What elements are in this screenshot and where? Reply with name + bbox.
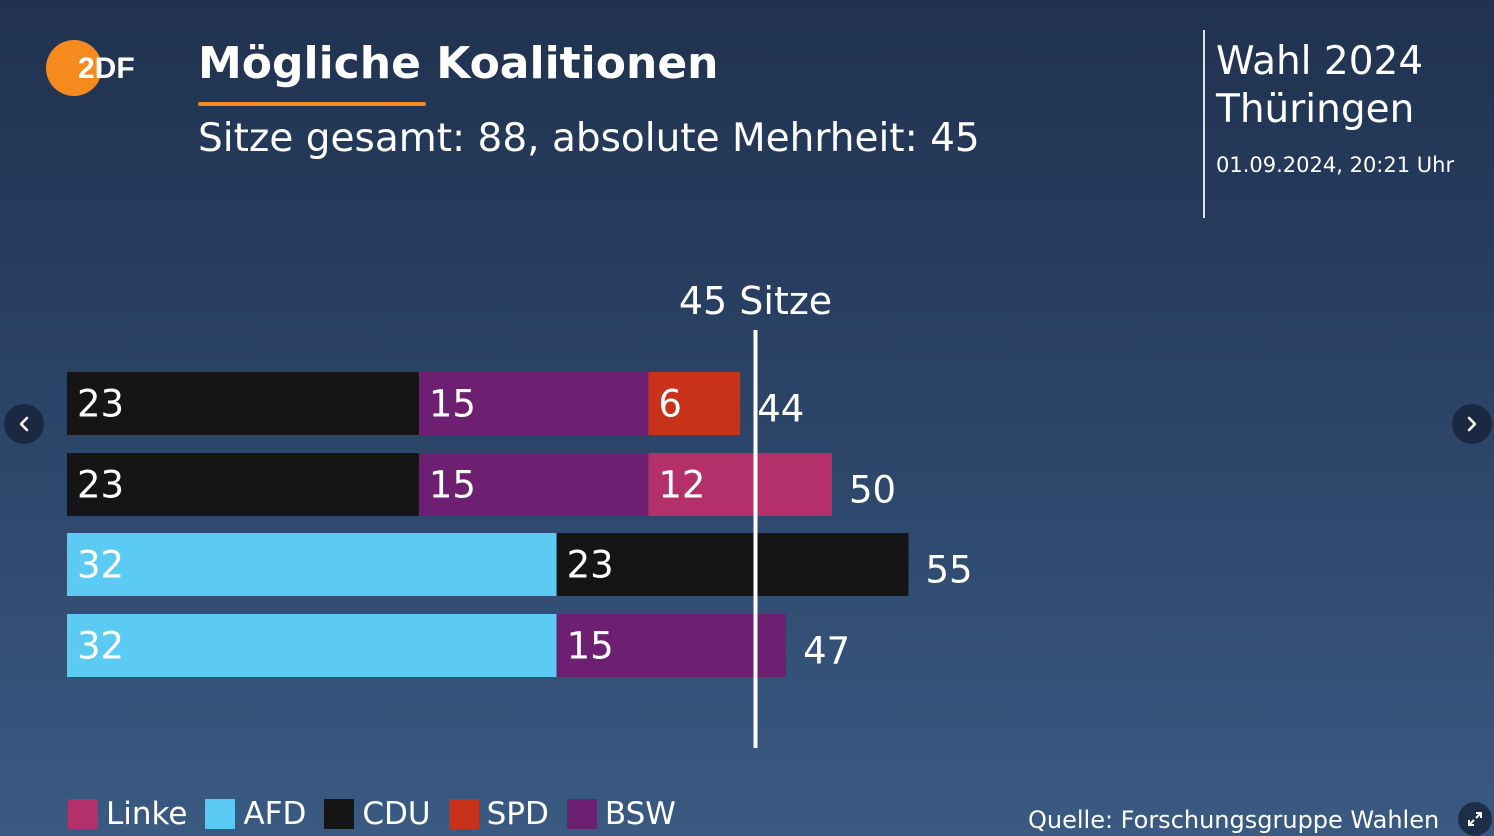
- segment-value-label: 32: [77, 544, 124, 587]
- bar-segment-afd: [67, 533, 557, 596]
- bar-total-label: 44: [757, 388, 804, 431]
- segment-value-label: 32: [77, 625, 124, 668]
- next-slide-button[interactable]: [1452, 404, 1492, 444]
- coalition-bar: 23 15 6 44: [67, 372, 804, 435]
- coalition-bar: 23 15 12 50: [67, 453, 896, 516]
- bar-total-label: 55: [926, 549, 973, 592]
- legend-item-linke: Linke: [68, 796, 187, 832]
- bar-segment-afd: [67, 614, 557, 677]
- bar-segment-spd: [648, 372, 741, 435]
- page-title: Mögliche Koalitionen: [198, 38, 719, 89]
- legend-swatch: [68, 799, 98, 829]
- legend-label: AFD: [243, 796, 307, 832]
- election-name: Wahl 2024: [1216, 39, 1424, 84]
- chart-legend: Linke AFD CDU SPD BSW: [68, 794, 694, 834]
- legend-item-cdu: CDU: [324, 796, 431, 832]
- majority-line-layer: 45 Sitze: [679, 279, 832, 748]
- title-underline: [198, 102, 426, 106]
- bar-segment-linke: [648, 453, 832, 516]
- header-divider: [1203, 30, 1205, 218]
- legend-label: CDU: [362, 796, 431, 832]
- bars-layer: 23 15 6 44 23 15 12 50 32 23 55 32 15 47: [67, 372, 973, 677]
- majority-line-label: 45 Sitze: [679, 279, 832, 323]
- bar-segment-cdu: [67, 372, 419, 435]
- segment-value-label: 23: [77, 464, 124, 507]
- legend-item-bsw: BSW: [566, 796, 676, 832]
- segment-value-label: 15: [429, 464, 476, 507]
- coalition-bar: 32 15 47: [67, 614, 850, 677]
- segment-value-label: 12: [658, 464, 705, 507]
- logo-text: 2DF: [78, 52, 135, 85]
- expand-icon: [1468, 812, 1482, 826]
- legend-label: Linke: [106, 796, 188, 832]
- election-timestamp: 01.09.2024, 20:21 Uhr: [1216, 153, 1455, 177]
- bar-segment-bsw: [556, 614, 787, 677]
- legend-swatch: [566, 799, 597, 829]
- legend-item-afd: AFD: [205, 796, 306, 832]
- bar-total-label: 47: [803, 630, 850, 673]
- bar-segment-bsw: [418, 372, 649, 435]
- bar-segment-bsw: [418, 453, 649, 516]
- coalition-bar: 32 23 55: [67, 533, 973, 596]
- bar-segment-cdu: [67, 453, 419, 516]
- zdf-logo-icon: 2DF: [46, 40, 135, 96]
- source-note: Quelle: Forschungsgruppe Wahlen: [1028, 806, 1440, 834]
- election-region: Thüringen: [1216, 87, 1415, 132]
- segment-value-label: 15: [567, 625, 614, 668]
- segment-value-label: 6: [658, 383, 682, 426]
- page-subtitle: Sitze gesamt: 88, absolute Mehrheit: 45: [198, 116, 980, 161]
- fullscreen-button[interactable]: [1458, 802, 1492, 836]
- bar-segment-cdu: [556, 533, 909, 596]
- election-info: Wahl 2024 Thüringen: [1216, 38, 1423, 134]
- legend-swatch: [324, 799, 355, 829]
- legend-label: SPD: [486, 796, 549, 832]
- segment-value-label: 23: [567, 544, 614, 587]
- segment-value-label: 23: [77, 383, 124, 426]
- bar-total-label: 50: [849, 469, 896, 512]
- legend-item-spd: SPD: [448, 796, 549, 832]
- chevron-right-icon: [1467, 416, 1477, 432]
- segment-value-label: 15: [429, 383, 476, 426]
- chevron-left-icon: [19, 416, 29, 432]
- legend-swatch: [448, 799, 479, 829]
- previous-slide-button[interactable]: [4, 404, 44, 444]
- legend-swatch: [205, 799, 236, 829]
- legend-label: BSW: [604, 796, 676, 832]
